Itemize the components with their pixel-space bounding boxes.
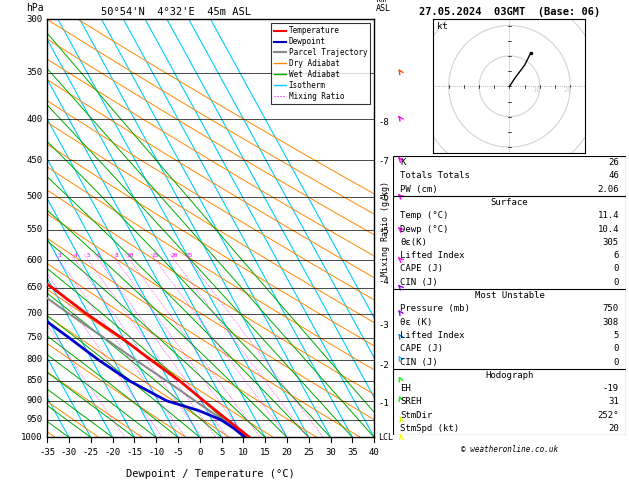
- Text: 30: 30: [325, 448, 336, 457]
- Text: 8: 8: [114, 253, 118, 258]
- Text: 5: 5: [219, 448, 225, 457]
- Text: 1000: 1000: [21, 433, 42, 442]
- Text: PW (cm): PW (cm): [400, 185, 438, 193]
- Text: -4: -4: [378, 278, 389, 286]
- Text: CIN (J): CIN (J): [400, 358, 438, 366]
- Text: kt: kt: [437, 21, 447, 31]
- Text: 400: 400: [26, 115, 42, 124]
- Text: 4: 4: [74, 253, 77, 258]
- Text: Dewpoint / Temperature (°C): Dewpoint / Temperature (°C): [126, 469, 295, 479]
- Text: 25: 25: [303, 448, 314, 457]
- Text: StmDir: StmDir: [400, 411, 432, 420]
- Text: 26: 26: [608, 158, 619, 167]
- Text: CAPE (J): CAPE (J): [400, 264, 443, 274]
- Text: 10: 10: [533, 87, 541, 93]
- Text: -35: -35: [39, 448, 55, 457]
- Text: -15: -15: [126, 448, 142, 457]
- Text: -10: -10: [148, 448, 164, 457]
- Text: -30: -30: [61, 448, 77, 457]
- Text: 20: 20: [282, 448, 292, 457]
- Text: 46: 46: [608, 171, 619, 180]
- Text: -5: -5: [172, 448, 184, 457]
- Text: 11.4: 11.4: [598, 211, 619, 220]
- Text: Totals Totals: Totals Totals: [400, 171, 470, 180]
- Text: -5: -5: [378, 227, 389, 236]
- Text: -1: -1: [378, 399, 389, 408]
- Text: 252°: 252°: [598, 411, 619, 420]
- Text: -25: -25: [83, 448, 99, 457]
- Text: 800: 800: [26, 355, 42, 364]
- Legend: Temperature, Dewpoint, Parcel Trajectory, Dry Adiabat, Wet Adiabat, Isotherm, Mi: Temperature, Dewpoint, Parcel Trajectory…: [271, 23, 370, 104]
- Text: 15: 15: [152, 253, 159, 258]
- Text: 20: 20: [563, 87, 572, 93]
- Text: CAPE (J): CAPE (J): [400, 344, 443, 353]
- Text: 700: 700: [26, 309, 42, 318]
- Text: -20: -20: [104, 448, 121, 457]
- Text: 15: 15: [260, 448, 270, 457]
- Text: LCL: LCL: [378, 433, 393, 442]
- Text: 3: 3: [57, 253, 61, 258]
- Text: 950: 950: [26, 415, 42, 424]
- Text: 10.4: 10.4: [598, 225, 619, 233]
- Text: 20: 20: [608, 424, 619, 433]
- Text: Lifted Index: Lifted Index: [400, 251, 465, 260]
- Text: 25: 25: [186, 253, 193, 258]
- Text: 6: 6: [613, 251, 619, 260]
- Text: Mixing Ratio (g/kg): Mixing Ratio (g/kg): [381, 181, 389, 276]
- Text: 650: 650: [26, 283, 42, 293]
- Text: 31: 31: [608, 398, 619, 406]
- Text: 0: 0: [197, 448, 203, 457]
- Text: 5: 5: [613, 331, 619, 340]
- Text: StmSpd (kt): StmSpd (kt): [400, 424, 459, 433]
- Text: 500: 500: [26, 192, 42, 201]
- Text: CIN (J): CIN (J): [400, 278, 438, 287]
- Text: 0: 0: [613, 344, 619, 353]
- Text: Temp (°C): Temp (°C): [400, 211, 448, 220]
- Text: -2: -2: [378, 361, 389, 370]
- Text: Dewp (°C): Dewp (°C): [400, 225, 448, 233]
- Text: 50°54'N  4°32'E  45m ASL: 50°54'N 4°32'E 45m ASL: [101, 7, 251, 17]
- Text: 305: 305: [603, 238, 619, 247]
- Text: Lifted Index: Lifted Index: [400, 331, 465, 340]
- Text: 300: 300: [26, 15, 42, 24]
- Text: 10: 10: [238, 448, 249, 457]
- Text: 0: 0: [613, 278, 619, 287]
- Text: Most Unstable: Most Unstable: [474, 291, 545, 300]
- Text: Hodograph: Hodograph: [486, 371, 533, 380]
- Text: 5: 5: [86, 253, 90, 258]
- Text: 27.05.2024  03GMT  (Base: 06): 27.05.2024 03GMT (Base: 06): [419, 7, 600, 17]
- Text: 0: 0: [613, 358, 619, 366]
- Text: © weatheronline.co.uk: © weatheronline.co.uk: [461, 445, 558, 454]
- Text: 750: 750: [26, 333, 42, 342]
- Text: -8: -8: [378, 118, 389, 127]
- Text: 850: 850: [26, 377, 42, 385]
- Text: 900: 900: [26, 396, 42, 405]
- Text: EH: EH: [400, 384, 411, 393]
- Text: km
ASL: km ASL: [376, 0, 391, 13]
- Text: -7: -7: [378, 157, 389, 166]
- Text: SREH: SREH: [400, 398, 421, 406]
- Text: -19: -19: [603, 384, 619, 393]
- Text: 550: 550: [26, 226, 42, 234]
- Text: 0: 0: [613, 264, 619, 274]
- Text: -6: -6: [378, 193, 389, 202]
- Text: 2.06: 2.06: [598, 185, 619, 193]
- Text: -3: -3: [378, 321, 389, 330]
- Text: 10: 10: [126, 253, 133, 258]
- Text: 450: 450: [26, 156, 42, 165]
- Text: K: K: [400, 158, 406, 167]
- Text: 600: 600: [26, 256, 42, 264]
- Text: Pressure (mb): Pressure (mb): [400, 304, 470, 313]
- Text: 40: 40: [369, 448, 380, 457]
- Text: 350: 350: [26, 69, 42, 77]
- Text: θε (K): θε (K): [400, 318, 432, 327]
- Text: 750: 750: [603, 304, 619, 313]
- Text: 35: 35: [347, 448, 358, 457]
- Text: θε(K): θε(K): [400, 238, 427, 247]
- Text: 6: 6: [97, 253, 101, 258]
- Text: 20: 20: [170, 253, 178, 258]
- Text: 308: 308: [603, 318, 619, 327]
- Text: hPa: hPa: [26, 3, 43, 13]
- Text: Surface: Surface: [491, 198, 528, 207]
